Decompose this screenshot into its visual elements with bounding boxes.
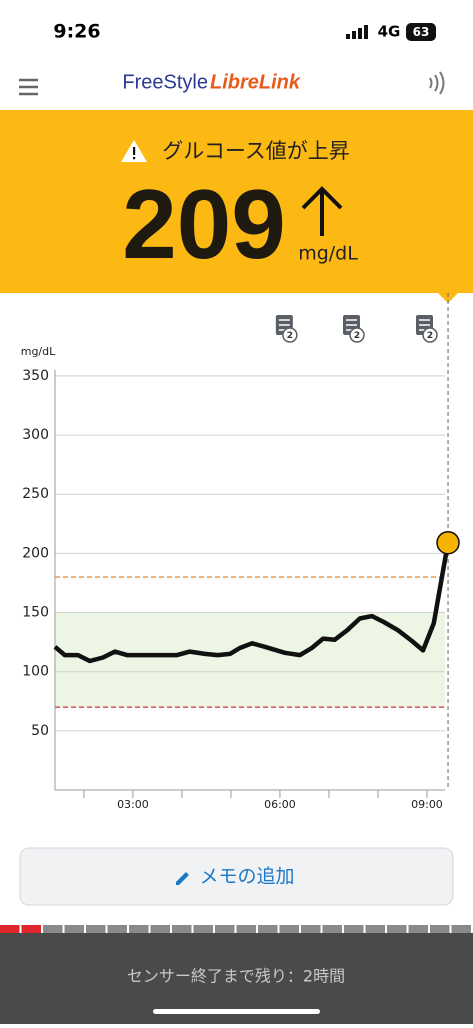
banner-pointer xyxy=(438,293,458,303)
y-tick-label: 300 xyxy=(22,427,49,443)
add-memo-text[interactable]: メモの追加 xyxy=(199,866,294,888)
x-tick-label: 09:00 xyxy=(411,798,443,811)
battery-icon xyxy=(406,23,436,41)
progress-segment xyxy=(279,925,299,933)
memo-count: 2 xyxy=(354,331,360,341)
home-indicator xyxy=(153,1009,320,1014)
add-memo-button[interactable] xyxy=(19,847,454,906)
sensor-progress xyxy=(0,925,471,933)
progress-segment xyxy=(236,925,256,933)
y-tick-label: 200 xyxy=(22,545,49,561)
glucose-chart: 50 100 150 200 250 300 350 03:00 06:00 09:00 2 2 2 xyxy=(22,293,460,811)
status-time: 9:26 xyxy=(53,21,100,43)
progress-segment xyxy=(86,925,106,933)
progress-segment xyxy=(430,925,450,933)
progress-segment xyxy=(301,925,321,933)
progress-segment xyxy=(387,925,407,933)
nfc-icon[interactable] xyxy=(429,71,445,95)
y-axis-label: mg/dL xyxy=(21,345,56,358)
progress-segment xyxy=(150,925,170,933)
signal-icon xyxy=(346,25,368,39)
logo-librelink: LibreLink xyxy=(210,71,301,93)
memo-badge xyxy=(422,327,438,343)
trend-arrow xyxy=(301,186,343,236)
memo-icon[interactable]: 2 xyxy=(416,315,438,343)
progress-segment xyxy=(344,925,364,933)
progress-segment xyxy=(215,925,235,933)
status-battery: 63 xyxy=(413,25,430,39)
progress-segment xyxy=(21,925,41,933)
memo-badge xyxy=(282,327,298,343)
glucose-unit: mg/dL xyxy=(298,243,358,265)
alert-banner xyxy=(0,110,473,293)
memo-icon[interactable]: 2 xyxy=(342,315,365,343)
pencil-icon xyxy=(176,872,189,885)
y-tick-label: 350 xyxy=(22,368,49,384)
progress-segment xyxy=(193,925,213,933)
current-reading xyxy=(436,530,460,555)
footer xyxy=(0,933,473,1024)
glucose-line xyxy=(53,542,451,664)
alert-text: グルコース値が上昇 xyxy=(162,139,350,163)
glucose-value: 209 xyxy=(122,169,286,279)
memo-count: 2 xyxy=(287,331,293,341)
x-tick-label: 06:00 xyxy=(264,798,296,811)
warning-icon xyxy=(121,140,147,162)
y-tick-label: 100 xyxy=(22,664,49,680)
sensor-remaining: センサー終了まで残り：2時間 xyxy=(127,967,345,986)
x-tick-label: 03:00 xyxy=(117,798,149,811)
progress-segment xyxy=(172,925,192,933)
progress-segment xyxy=(107,925,127,933)
progress-segment xyxy=(408,925,428,933)
memo-badge xyxy=(349,327,365,343)
menu-button[interactable] xyxy=(19,78,38,96)
memo-count: 2 xyxy=(427,331,433,341)
progress-segment xyxy=(64,925,84,933)
y-tick-label: 150 xyxy=(22,605,49,621)
status-network: 4G xyxy=(378,23,401,41)
y-tick-label: 250 xyxy=(22,486,49,502)
progress-segment xyxy=(365,925,385,933)
progress-segment xyxy=(258,925,278,933)
progress-segment xyxy=(0,925,20,933)
y-tick-label: 50 xyxy=(31,723,49,739)
progress-segment xyxy=(43,925,63,933)
progress-segment xyxy=(129,925,149,933)
progress-segment xyxy=(451,925,471,933)
progress-segment xyxy=(322,925,342,933)
memo-icon[interactable]: 2 xyxy=(275,315,298,343)
target-range xyxy=(55,612,445,708)
logo-freestyle: FreeStyle xyxy=(122,71,208,93)
